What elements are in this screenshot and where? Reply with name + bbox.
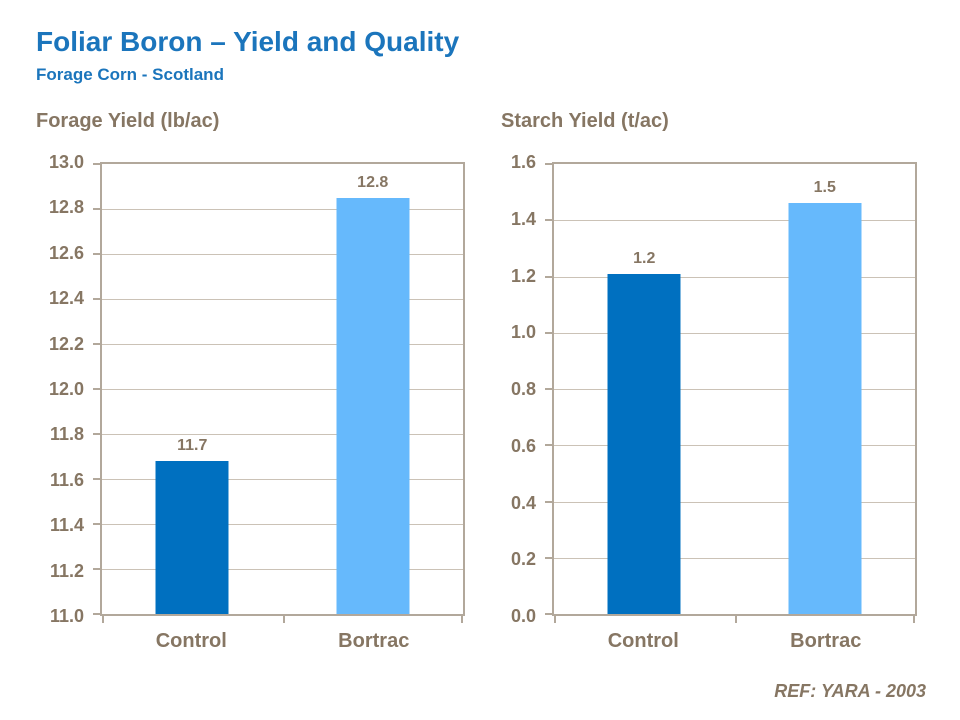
- bar-value-label: 1.5: [813, 179, 836, 197]
- chart-panel-forage-yield: Forage Yield (lb/ac) 11.0 11.2 11.4 11.6 11.…: [36, 110, 465, 664]
- y-tick-mark: [93, 253, 100, 255]
- gridline: [102, 209, 463, 210]
- gridline: [102, 569, 463, 570]
- y-tick-label: 12.8: [48, 197, 84, 218]
- x-axis-labels: Control Bortrac: [552, 628, 917, 664]
- gridline: [554, 501, 915, 503]
- gridline: [554, 557, 915, 559]
- bar-value-label: 1.2: [633, 249, 656, 267]
- y-tick-label: 13.0: [48, 152, 84, 172]
- gridline: [554, 389, 915, 390]
- y-tick-mark: [93, 433, 100, 435]
- y-tick-mark: [545, 219, 552, 222]
- y-tick-label: 1.2: [510, 265, 536, 286]
- bar-control: [155, 461, 229, 614]
- x-tick-mark: [913, 616, 915, 623]
- gridline: [102, 254, 463, 255]
- y-tick-label: 1.6: [510, 152, 536, 172]
- page-subtitle: Forage Corn - Scotland: [36, 65, 224, 84]
- y-tick-label: 0.2: [510, 549, 536, 570]
- y-tick-mark: [93, 478, 100, 480]
- category-label-control: Control: [155, 630, 227, 652]
- chart-body: 0.0 0.2 0.4 0.6 0.8 1.0 1.2 1.4 1.6 1.2 1.5: [501, 153, 917, 625]
- chart-body: 11.0 11.2 11.4 11.6 11.8 12.0 12.2 12.4 12.6 12.8…: [36, 153, 465, 625]
- gridline: [102, 299, 463, 300]
- bar-value-label: 12.8: [357, 173, 389, 191]
- gridline: [102, 389, 463, 390]
- gridline: [554, 445, 915, 447]
- y-tick-mark: [93, 343, 100, 345]
- bar-value-label: 11.7: [177, 437, 208, 454]
- y-tick-mark: [93, 298, 100, 300]
- y-tick-mark: [545, 388, 552, 390]
- y-tick-label: 12.6: [48, 242, 84, 263]
- y-tick-label: 11.0: [49, 606, 84, 626]
- y-tick-label: 1.4: [510, 208, 536, 229]
- y-tick-mark: [93, 163, 100, 165]
- gridline: [554, 332, 915, 334]
- plot-area: 1.2 1.5: [545, 162, 917, 623]
- header: Foliar Boron – Yield and Quality Forage …: [36, 26, 459, 85]
- chart-panel-starch-yield: Starch Yield (t/ac) 0.0 0.2 0.4 0.6 0.8 1.0 1.…: [501, 110, 917, 664]
- y-tick-label: 11.6: [49, 469, 84, 490]
- y-tick-label: 0.6: [510, 435, 536, 456]
- y-tick-mark: [545, 444, 552, 447]
- y-tick-label: 0.4: [510, 492, 536, 513]
- y-tick-mark: [545, 613, 552, 615]
- y-axis-labels: 11.0 11.2 11.4 11.6 11.8 12.0 12.2 12.4 12.6 12.8…: [36, 153, 100, 625]
- plot-area: 11.7 12.8: [93, 162, 465, 623]
- y-tick-mark: [93, 523, 100, 525]
- gridline: [102, 524, 463, 525]
- gridline: [554, 220, 915, 222]
- y-tick-mark: [545, 500, 552, 503]
- y-tick-label: 11.2: [49, 560, 84, 581]
- y-tick-label: 12.4: [48, 288, 84, 309]
- y-axis-labels: 0.0 0.2 0.4 0.6 0.8 1.0 1.2 1.4 1.6: [501, 153, 552, 625]
- y-tick-mark: [93, 208, 100, 210]
- x-tick-mark: [554, 616, 556, 623]
- x-axis-labels: Control Bortrac: [100, 628, 465, 664]
- y-tick-label: 0.0: [510, 606, 536, 626]
- category-label-control: Control: [607, 630, 679, 652]
- gridline: [102, 344, 463, 345]
- y-tick-mark: [93, 613, 100, 615]
- x-tick-mark: [461, 616, 463, 623]
- gridline: [102, 479, 463, 480]
- y-tick-label: 12.2: [48, 333, 84, 354]
- bar-bortrac: [788, 203, 862, 614]
- x-tick-mark: [102, 616, 104, 623]
- y-tick-mark: [545, 275, 552, 278]
- gridline: [102, 434, 463, 435]
- chart-title: Forage Yield (lb/ac): [36, 110, 220, 132]
- gridline: [554, 276, 915, 278]
- y-tick-mark: [545, 331, 552, 334]
- y-tick-mark: [545, 163, 552, 165]
- page-title: Foliar Boron – Yield and Quality: [36, 26, 460, 57]
- bar-control: [607, 273, 681, 614]
- y-tick-label: 1.0: [510, 322, 536, 343]
- y-tick-label: 12.0: [48, 379, 84, 399]
- footer-reference: REF: YARA - 2003: [774, 681, 926, 701]
- y-tick-mark: [545, 556, 552, 559]
- chart-title: Starch Yield (t/ac): [501, 110, 669, 132]
- category-label-bortrac: Bortrac: [338, 630, 410, 652]
- x-tick-mark: [282, 616, 285, 623]
- category-label-bortrac: Bortrac: [790, 630, 862, 652]
- bar-bortrac: [336, 197, 410, 614]
- x-tick-mark: [734, 616, 737, 623]
- y-tick-mark: [93, 568, 100, 570]
- y-tick-label: 11.4: [49, 515, 84, 536]
- y-tick-mark: [93, 388, 100, 390]
- y-tick-label: 11.8: [49, 424, 84, 445]
- y-tick-label: 0.8: [510, 379, 536, 399]
